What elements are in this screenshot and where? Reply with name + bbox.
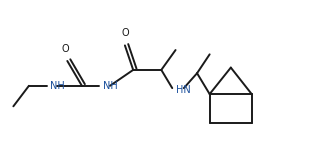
Text: O: O [121, 28, 129, 38]
Text: NH: NH [103, 81, 117, 91]
Text: O: O [62, 44, 69, 54]
Text: NH: NH [50, 81, 65, 91]
Text: HN: HN [176, 85, 190, 95]
